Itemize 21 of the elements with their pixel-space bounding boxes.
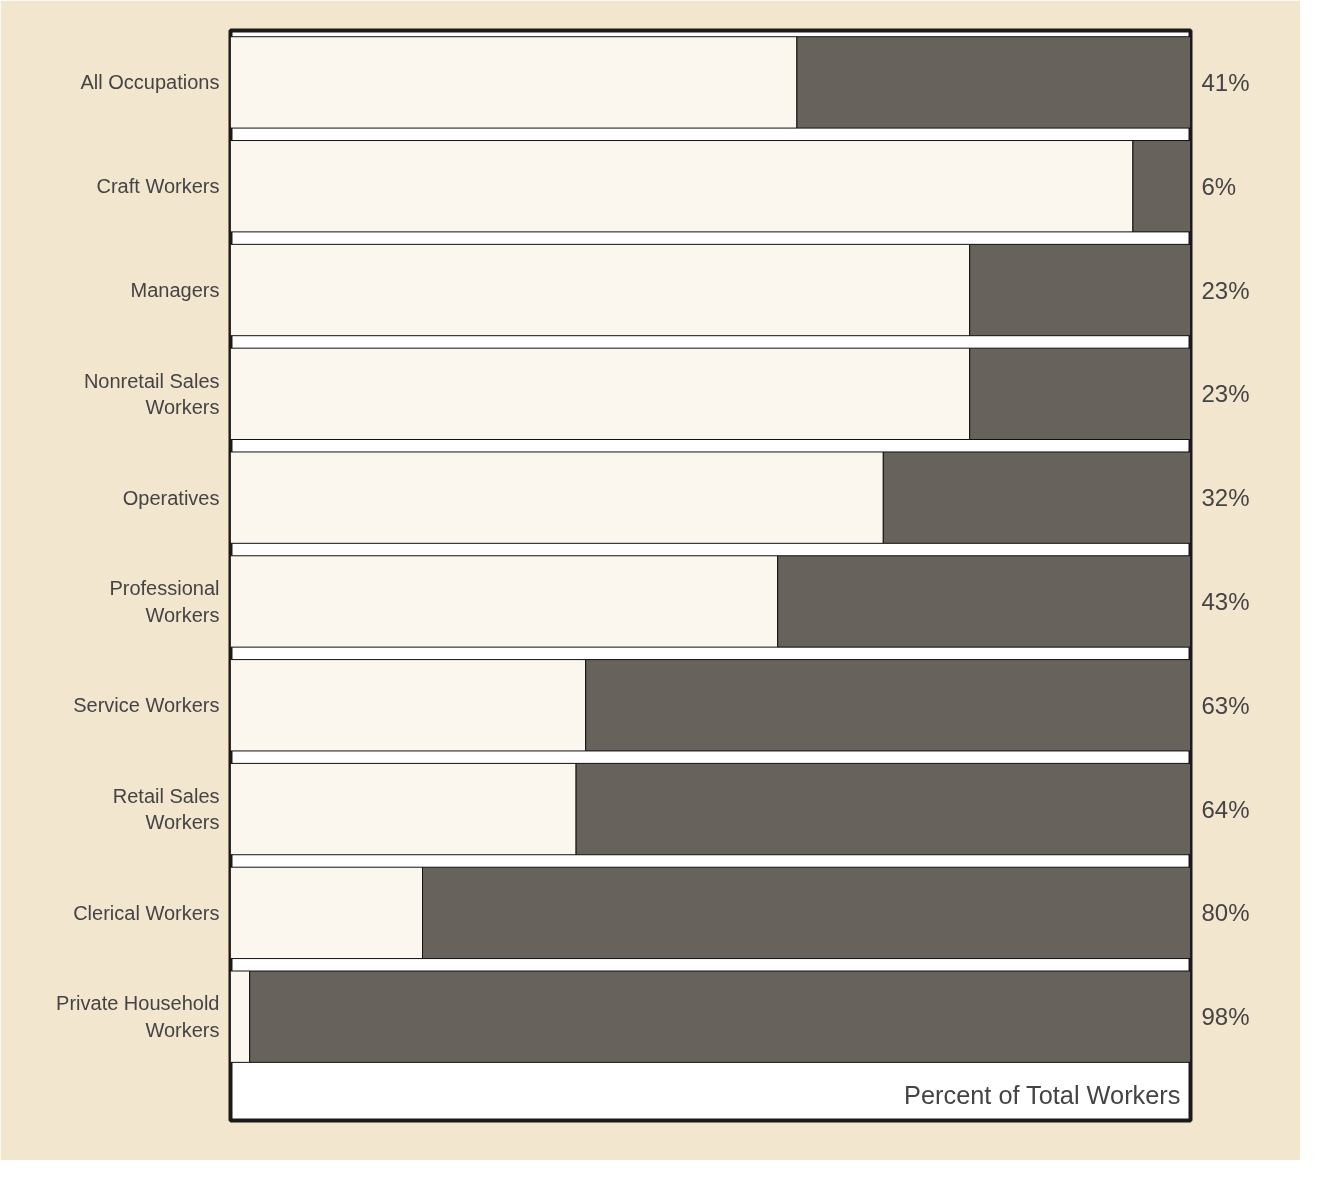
y-tick-label: Retail Sales Workers <box>112 784 220 834</box>
y-tick-label: Service Workers <box>73 694 220 717</box>
y-tick-label: Managers <box>130 279 220 302</box>
data-label: 64% <box>1201 795 1250 823</box>
data-label: 6% <box>1201 172 1237 200</box>
y-tick-label: Craft Workers <box>96 175 220 198</box>
y-tick-label: Operatives <box>122 486 220 509</box>
y-tick-label: All Occupations <box>80 71 220 94</box>
data-label: 32% <box>1201 484 1250 512</box>
data-label: 80% <box>1201 899 1250 927</box>
y-tick-label: Nonretail Sales Workers <box>83 369 220 419</box>
data-label: 43% <box>1201 587 1250 615</box>
data-label: 23% <box>1201 276 1250 304</box>
data-label: 41% <box>1201 68 1250 96</box>
data-label: 98% <box>1201 1003 1250 1031</box>
x-axis-title: Percent of Total Workers <box>904 1080 1181 1109</box>
y-tick-label: Private Household Workers <box>56 992 220 1041</box>
y-tick-label: Clerical Workers <box>73 901 220 924</box>
data-label: 63% <box>1201 691 1250 719</box>
data-label: 23% <box>1201 380 1250 408</box>
y-tick-label: Professional Workers <box>109 577 220 626</box>
